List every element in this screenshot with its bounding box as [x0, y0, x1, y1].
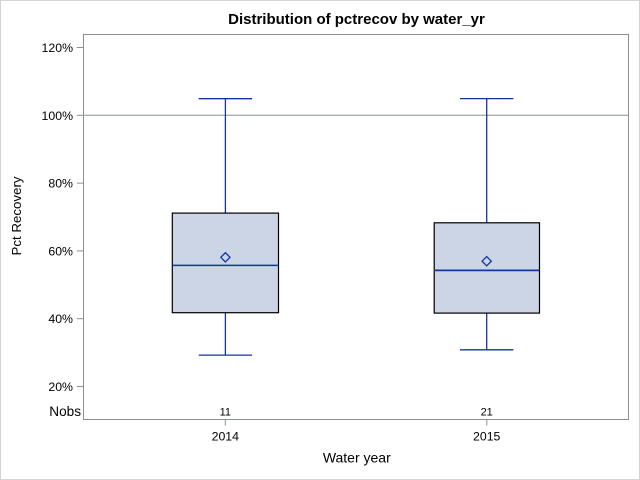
- svg-text:40%: 40%: [48, 312, 73, 326]
- svg-text:2015: 2015: [473, 430, 501, 444]
- svg-text:100%: 100%: [42, 109, 74, 123]
- svg-text:Nobs: Nobs: [49, 404, 81, 419]
- svg-text:80%: 80%: [48, 177, 73, 191]
- svg-text:2014: 2014: [212, 430, 240, 444]
- svg-text:60%: 60%: [48, 244, 73, 258]
- svg-text:20%: 20%: [48, 380, 73, 394]
- svg-text:Pct Recovery: Pct Recovery: [9, 176, 24, 255]
- svg-text:21: 21: [481, 406, 493, 418]
- svg-text:Water year: Water year: [323, 449, 391, 465]
- svg-text:11: 11: [220, 406, 231, 418]
- svg-text:Distribution of pctrecov by wa: Distribution of pctrecov by water_yr: [228, 11, 485, 28]
- svg-text:120%: 120%: [42, 41, 74, 55]
